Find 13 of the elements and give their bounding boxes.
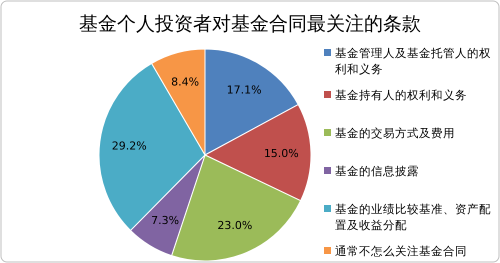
legend-label: 基金管理人及基金托管人的权利和义务	[335, 46, 491, 76]
data-label: 23.0%	[217, 219, 252, 232]
legend-label: 基金的信息披露	[335, 164, 419, 178]
legend-label: 通常不怎么关注基金合同	[335, 244, 467, 258]
chart-title: 基金个人投资者对基金合同最关注的条款	[79, 13, 421, 35]
data-label: 29.2%	[112, 139, 147, 152]
legend-label: 基金的业绩比较基准、资产配置及收益分配	[335, 202, 491, 232]
data-label: 17.1%	[226, 83, 262, 96]
legend-label: 基金的交易方式及费用	[335, 126, 455, 140]
data-label: 7.3%	[151, 214, 180, 228]
legend-label: 基金持有人的权利和义务	[335, 88, 467, 102]
data-label: 8.4%	[171, 75, 200, 88]
data-label: 15.0%	[264, 147, 299, 160]
